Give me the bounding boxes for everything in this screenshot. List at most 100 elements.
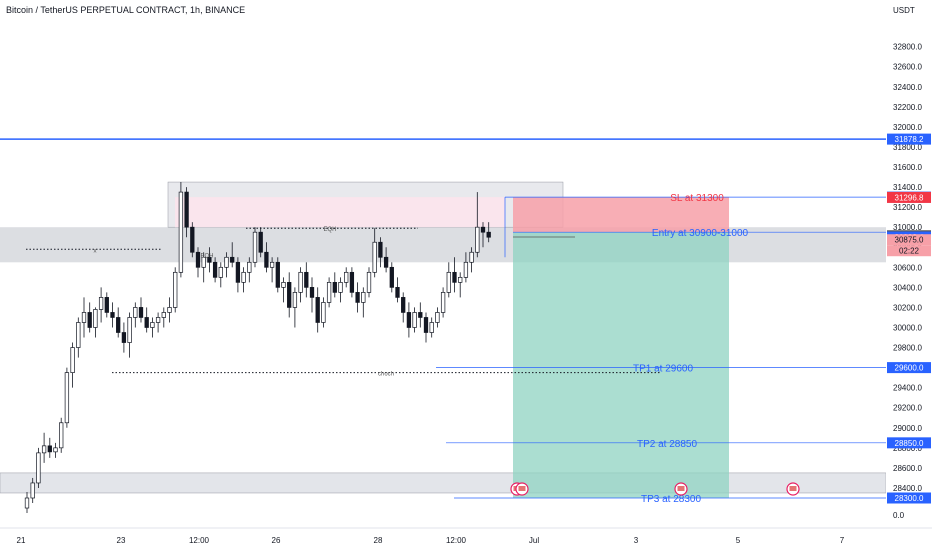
us-flag-stripes-icon	[677, 486, 685, 491]
candle-body	[201, 256, 206, 268]
candle-body	[423, 317, 429, 333]
candle-body	[429, 322, 434, 333]
candle-body	[486, 231, 491, 238]
y-tick-label: 30400.0	[893, 283, 922, 292]
candle-body	[133, 307, 138, 318]
candle-body	[167, 307, 172, 313]
candle-body	[24, 497, 30, 509]
candle-body	[349, 271, 355, 293]
y-tick-label: 29400.0	[893, 384, 922, 393]
y-tick-label: 29800.0	[893, 344, 922, 353]
candle-body	[98, 297, 104, 310]
candle-body	[480, 226, 486, 233]
supply-zone-inner	[175, 197, 505, 228]
candle-body	[378, 241, 383, 258]
candle-body	[121, 332, 127, 343]
candle-body	[224, 256, 229, 268]
tp3-label: TP3 at 28300	[641, 494, 701, 505]
x-tick-label: 12:00	[446, 536, 467, 545]
candle-body	[361, 292, 366, 303]
x-tick-label: 21	[17, 536, 26, 545]
candle-body	[292, 292, 298, 308]
candle-body	[264, 251, 269, 268]
x-tick-label: 23	[117, 536, 126, 545]
candle-body	[195, 251, 201, 268]
candle-body	[116, 317, 121, 333]
x-tick-label: Jul	[529, 536, 539, 545]
y-tick-label: 32200.0	[893, 103, 922, 112]
candle-body	[309, 287, 315, 298]
candle-body	[355, 292, 360, 303]
y-tick-label: 32000.0	[893, 123, 922, 132]
candle-body	[247, 261, 252, 273]
y-tick-label: 28600.0	[893, 464, 922, 473]
candle-body	[93, 309, 98, 328]
candle-body	[395, 287, 400, 298]
candle-body	[406, 312, 412, 328]
candle-body	[252, 231, 258, 263]
candle-body	[64, 372, 70, 424]
candle-body	[383, 256, 389, 268]
candle-body	[190, 226, 195, 253]
y-tick-label: 29000.0	[893, 424, 922, 433]
sl-label: SL at 31300	[670, 193, 724, 204]
price-badge-label: 31878.2	[895, 135, 924, 144]
y-tick-label: 32800.0	[893, 43, 922, 52]
candle-body	[138, 307, 144, 318]
y-tick-label: 29200.0	[893, 404, 922, 413]
x-tick-label: 5	[736, 536, 741, 545]
candle-body	[326, 282, 332, 303]
y-tick-label: 32400.0	[893, 83, 922, 92]
x-tick-label: 3	[634, 536, 639, 545]
candle-body	[81, 312, 87, 323]
candle-body	[469, 251, 474, 263]
y-tick-label: 31600.0	[893, 163, 922, 172]
candle-body	[304, 271, 309, 288]
tp1-label: TP1 at 29600	[633, 364, 693, 375]
candle-body	[218, 266, 223, 278]
candle-body	[161, 312, 166, 318]
candle-body	[389, 266, 394, 288]
price-badge	[887, 191, 931, 203]
candle-body	[458, 276, 463, 283]
us-flag-stripes-icon	[789, 486, 797, 491]
candle-body	[298, 271, 303, 293]
candle-body	[76, 322, 81, 348]
us-flag-stripes-icon	[518, 486, 526, 491]
candle-body	[463, 261, 469, 278]
price-badge	[887, 492, 931, 504]
candle-body	[258, 231, 263, 253]
candle-body	[36, 452, 41, 484]
candle-body	[315, 297, 320, 323]
x-tick-label: 12:00	[189, 536, 210, 545]
y-tick-label: 30600.0	[893, 263, 922, 272]
candle-body	[30, 482, 35, 499]
candle-body	[87, 312, 92, 328]
y-tick-label: 31200.0	[893, 203, 922, 212]
y-tick-label: 31400.0	[893, 183, 922, 192]
candle-body	[366, 271, 372, 293]
stop-loss-area[interactable]	[513, 197, 729, 233]
candle-body	[184, 191, 189, 228]
y-tick-label: 28800.0	[893, 444, 922, 453]
candle-body	[401, 297, 406, 313]
candle-body	[70, 347, 75, 373]
candle-body	[475, 226, 480, 253]
chart-title: Bitcoin / TetherUS PERPETUAL CONTRACT, 1…	[6, 5, 246, 15]
y-tick-label: 32600.0	[893, 63, 922, 72]
candle-body	[41, 445, 47, 454]
candle-body	[207, 256, 212, 263]
candle-body	[212, 261, 218, 278]
candle-body	[412, 312, 417, 328]
candle-body	[269, 261, 275, 268]
candle-body	[235, 261, 241, 283]
candle-body	[446, 271, 451, 293]
y-zero-label: 0.0	[893, 511, 905, 520]
candle-body	[275, 261, 280, 288]
entry-label: Entry at 30900-31000	[652, 228, 749, 239]
currency-label: USDT	[893, 6, 915, 15]
price-badge-label: 28300.0	[895, 494, 924, 503]
take-profit-area[interactable]	[513, 232, 729, 498]
y-tick-label: 31800.0	[893, 143, 922, 152]
